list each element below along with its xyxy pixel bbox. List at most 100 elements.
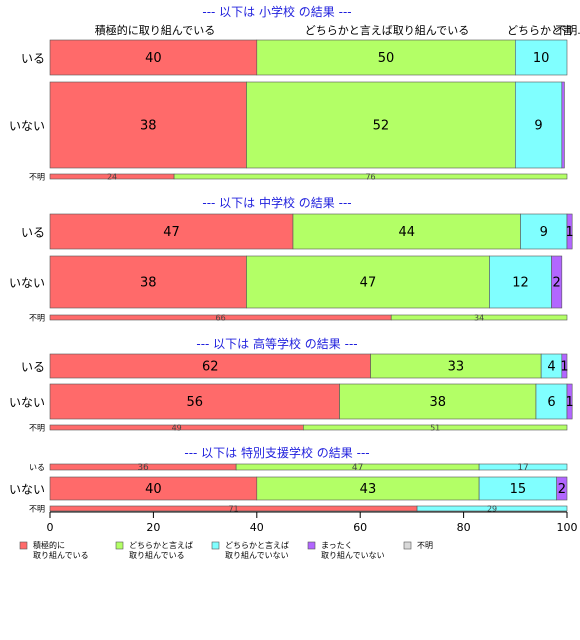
segment-label: 38	[140, 119, 157, 134]
legend-swatch	[307, 541, 316, 550]
legend-label: 取り組んでいない	[321, 550, 385, 560]
segment-label: 2	[558, 482, 566, 497]
row-label: いる	[21, 360, 45, 374]
row-label: 不明	[29, 424, 45, 433]
legend-label: 取り組んでいない	[225, 550, 289, 560]
row-label: いる	[21, 52, 45, 66]
category-header-label: どちらかと言	[507, 24, 573, 37]
segment-label: 38	[429, 395, 446, 410]
segment-label: 71	[228, 504, 238, 513]
bar-segment	[561, 353, 568, 379]
segment-label: 44	[398, 225, 415, 240]
segment-label: 47	[163, 225, 180, 240]
bar-segment	[514, 81, 563, 169]
segment-label: 36	[137, 463, 149, 473]
segment-label: 6	[547, 395, 555, 410]
legend-label: どちらかと言えば	[225, 540, 289, 550]
segment-label: 12	[512, 276, 529, 291]
legend-label: 取り組んでいる	[129, 550, 185, 560]
legend-swatch	[115, 541, 124, 550]
segment-label: 24	[107, 172, 117, 181]
segment-label: 33	[448, 360, 465, 375]
x-tick-label: 0	[47, 521, 54, 534]
row-label: いない	[9, 483, 45, 497]
legend-label: 積極的に	[33, 540, 65, 550]
segment-label: 10	[533, 51, 550, 66]
legend-swatch	[19, 541, 28, 550]
row-label: 不明	[29, 314, 45, 323]
bar-segment	[561, 81, 565, 169]
segment-label: 29	[487, 504, 497, 513]
bar-segment	[551, 255, 563, 309]
x-tick-label: 40	[250, 521, 264, 534]
segment-label: 34	[474, 313, 484, 322]
row-label: いない	[9, 396, 45, 410]
bar-segment	[49, 39, 258, 76]
bar-segment	[520, 213, 568, 250]
segment-label: 76	[365, 172, 375, 181]
x-tick-label: 100	[557, 521, 578, 534]
legend-label: まったく	[321, 541, 353, 550]
legend-label: 不明	[417, 541, 433, 550]
bar-segment	[49, 383, 340, 420]
row-label: 不明	[29, 173, 45, 182]
panel-title: --- 以下は 中学校 の結果 ---	[202, 195, 351, 210]
row-label: いない	[9, 276, 45, 290]
segment-label: 17	[517, 463, 528, 473]
bar-segment	[246, 255, 490, 309]
row-label: いる	[29, 463, 45, 472]
row-label: いない	[9, 119, 45, 133]
segment-label: 40	[145, 482, 162, 497]
bar-segment	[339, 383, 537, 420]
bar-segment	[303, 424, 568, 431]
panel-title: --- 以下は 特別支援学校 の結果 ---	[184, 445, 369, 460]
bar-segment	[49, 81, 247, 169]
segment-label: 52	[373, 119, 390, 134]
bar-segment	[556, 476, 568, 501]
segment-label: 56	[186, 395, 203, 410]
bar-segment	[49, 213, 294, 250]
row-label: 不明	[29, 505, 45, 514]
bar-segment	[390, 314, 568, 321]
segment-label: 4	[547, 360, 555, 375]
segment-label: 49	[172, 423, 182, 432]
bar-segment	[478, 463, 568, 471]
bar-segment	[566, 383, 573, 420]
segment-label: 1	[565, 395, 573, 410]
legend-swatch	[403, 541, 412, 550]
segment-label: 47	[352, 463, 363, 473]
segment-label: 38	[140, 276, 157, 291]
category-header-label: 不明.	[555, 24, 580, 37]
row-label: いる	[21, 226, 45, 240]
legend-label: 取り組んでいる	[33, 550, 89, 560]
x-tick-label: 20	[146, 521, 160, 534]
bar-segment	[246, 81, 516, 169]
panel-title: --- 以下は 高等学校 の結果 ---	[196, 336, 357, 351]
bar-segment	[292, 213, 521, 250]
x-tick-label: 80	[457, 521, 471, 534]
x-tick-label: 60	[353, 521, 367, 534]
legend-label: どちらかと言えば	[129, 540, 193, 550]
category-header-label: 積極的に取り組んでいる	[95, 23, 215, 37]
segment-label: 50	[378, 51, 395, 66]
segment-label: 47	[360, 276, 377, 291]
segment-label: 51	[430, 423, 440, 432]
legend-swatch	[211, 541, 220, 550]
segment-label: 2	[553, 276, 561, 291]
segment-label: 43	[360, 482, 377, 497]
bar-segment	[173, 173, 568, 180]
segment-label: 62	[202, 360, 219, 375]
bar-segment	[566, 213, 573, 250]
category-header-label: どちらかと言えば取り組んでいる	[305, 24, 469, 37]
segment-label: 15	[510, 482, 527, 497]
segment-label: 1	[560, 360, 568, 375]
segment-label: 9	[534, 119, 542, 134]
bar-segment	[416, 505, 568, 512]
panel-title: --- 以下は 小学校 の結果 ---	[202, 4, 351, 19]
bar-segment	[514, 39, 568, 76]
segment-label: 66	[216, 313, 226, 322]
segment-label: 1	[565, 225, 573, 240]
bar-segment	[370, 353, 542, 379]
